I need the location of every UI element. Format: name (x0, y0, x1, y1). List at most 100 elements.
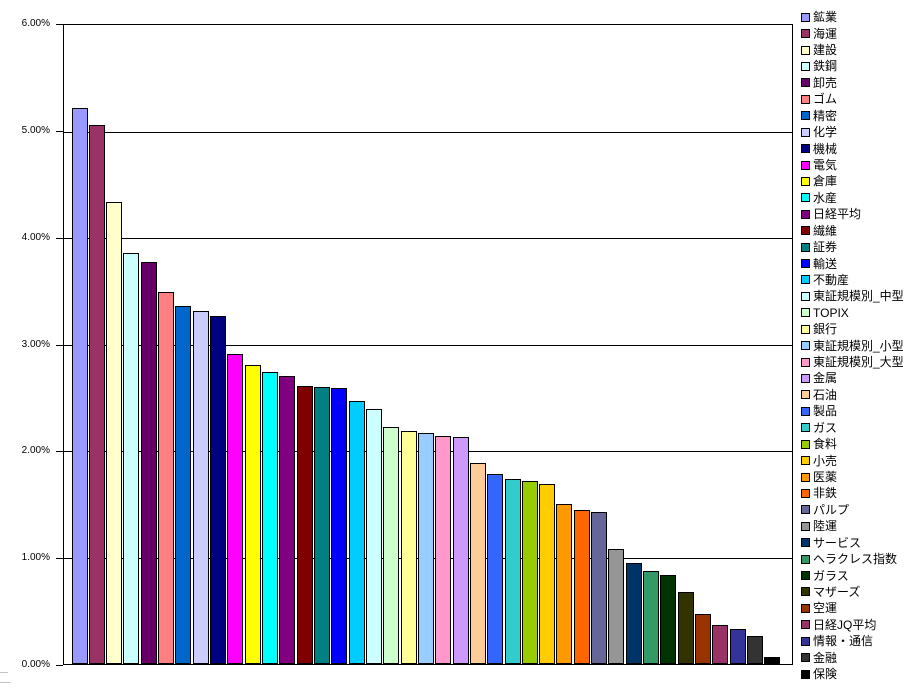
legend-item-空運[interactable]: 空運 (801, 600, 904, 616)
legend-item-パルプ[interactable]: パルプ (801, 502, 904, 518)
legend-item-金融[interactable]: 金融 (801, 649, 904, 665)
legend-swatch-icon (801, 571, 810, 581)
bar-保険[interactable] (764, 657, 780, 664)
legend-label: ヘラクレス指数 (813, 552, 898, 567)
bar-水産[interactable] (262, 372, 278, 664)
legend-item-保険[interactable]: 保険 (801, 666, 904, 682)
legend-swatch-icon (801, 669, 810, 679)
bar-鉱業[interactable] (72, 108, 88, 664)
legend-swatch-icon (801, 291, 810, 301)
legend-label: 証券 (813, 240, 838, 255)
bar-サービス[interactable] (626, 563, 642, 664)
legend-label: ガラス (813, 568, 849, 583)
bar-電気[interactable] (227, 354, 243, 664)
legend-item-銀行[interactable]: 銀行 (801, 321, 904, 337)
legend-item-輸送[interactable]: 輸送 (801, 255, 904, 271)
legend-item-東証規模別_大型[interactable]: 東証規模別_大型 (801, 354, 904, 370)
legend-item-倉庫[interactable]: 倉庫 (801, 173, 904, 189)
legend-item-東証規模別_中型[interactable]: 東証規模別_中型 (801, 288, 904, 304)
bar-証券[interactable] (314, 387, 330, 664)
bar-倉庫[interactable] (245, 365, 261, 664)
bar-鉄鋼[interactable] (123, 253, 139, 664)
legend-item-精密[interactable]: 精密 (801, 108, 904, 124)
legend-label: 保険 (813, 667, 838, 682)
bar-金属[interactable] (453, 437, 469, 664)
bar-化学[interactable] (193, 311, 209, 664)
legend-label: 不動産 (813, 272, 850, 287)
bar-ゴム[interactable] (158, 292, 174, 664)
legend-swatch-icon (801, 423, 810, 433)
legend-label: 非鉄 (813, 486, 838, 501)
legend-item-サービス[interactable]: サービス (801, 535, 904, 551)
bar-銀行[interactable] (401, 431, 417, 664)
bar-輸送[interactable] (331, 388, 347, 664)
bar-日経JQ平均[interactable] (712, 625, 728, 664)
bar-金融[interactable] (747, 636, 763, 664)
bar-情報・通信[interactable] (730, 629, 746, 664)
legend-item-陸運[interactable]: 陸運 (801, 518, 904, 534)
legend-swatch-icon (801, 226, 810, 236)
legend-item-製品[interactable]: 製品 (801, 403, 904, 419)
bar-ガス[interactable] (505, 479, 521, 664)
bar-ヘラクレス指数[interactable] (643, 571, 659, 664)
bar-食料[interactable] (522, 481, 538, 664)
legend-item-ヘラクレス指数[interactable]: ヘラクレス指数 (801, 551, 904, 567)
legend-item-東証規模別_小型[interactable]: 東証規模別_小型 (801, 337, 904, 353)
legend-item-水産[interactable]: 水産 (801, 190, 904, 206)
legend-item-TOPIX[interactable]: TOPIX (801, 305, 904, 321)
legend-item-非鉄[interactable]: 非鉄 (801, 485, 904, 501)
y-axis-label: 4.00% (21, 232, 50, 243)
bar-医薬[interactable] (556, 504, 572, 664)
legend-item-化学[interactable]: 化学 (801, 124, 904, 140)
legend-item-食料[interactable]: 食料 (801, 436, 904, 452)
bar-TOPIX[interactable] (383, 427, 399, 664)
legend-item-ゴム[interactable]: ゴム (801, 91, 904, 107)
plot-area (63, 24, 793, 665)
bar-建設[interactable] (106, 202, 122, 664)
legend-item-石油[interactable]: 石油 (801, 387, 904, 403)
legend-item-情報・通信[interactable]: 情報・通信 (801, 633, 904, 649)
legend-item-機械[interactable]: 機械 (801, 140, 904, 156)
bar-非鉄[interactable] (574, 510, 590, 664)
bar-パルプ[interactable] (591, 512, 607, 664)
bar-海運[interactable] (89, 125, 105, 664)
legend-item-鉱業[interactable]: 鉱業 (801, 9, 904, 25)
bar-東証規模別_大型[interactable] (435, 436, 451, 664)
legend-item-不動産[interactable]: 不動産 (801, 272, 904, 288)
bar-石油[interactable] (470, 463, 486, 664)
bar-小売[interactable] (539, 484, 555, 664)
bar-東証規模別_小型[interactable] (418, 433, 434, 664)
legend: 鉱業 海運 建設 鉄鋼 卸売 ゴム 精密 化学 機械 電気 倉庫 水産 日経平均 繊維 証券 輸送 不動産 東証規… (801, 9, 904, 682)
legend-item-ガス[interactable]: ガス (801, 420, 904, 436)
bar-マザーズ[interactable] (678, 592, 694, 664)
legend-item-日経平均[interactable]: 日経平均 (801, 206, 904, 222)
legend-swatch-icon (801, 373, 810, 383)
legend-item-繊維[interactable]: 繊維 (801, 222, 904, 238)
bar-機械[interactable] (210, 316, 226, 664)
legend-item-海運[interactable]: 海運 (801, 25, 904, 41)
legend-item-電気[interactable]: 電気 (801, 157, 904, 173)
legend-item-医薬[interactable]: 医薬 (801, 469, 904, 485)
legend-label: 卸売 (813, 75, 838, 90)
legend-item-小売[interactable]: 小売 (801, 452, 904, 468)
legend-item-証券[interactable]: 証券 (801, 239, 904, 255)
legend-item-建設[interactable]: 建設 (801, 42, 904, 58)
legend-label: 医薬 (813, 470, 838, 485)
legend-item-マザーズ[interactable]: マザーズ (801, 584, 904, 600)
bar-ガラス[interactable] (660, 575, 676, 664)
bar-日経平均[interactable] (279, 376, 295, 664)
legend-item-卸売[interactable]: 卸売 (801, 75, 904, 91)
legend-item-鉄鋼[interactable]: 鉄鋼 (801, 58, 904, 74)
bar-精密[interactable] (175, 306, 191, 664)
bar-卸売[interactable] (141, 262, 157, 664)
legend-item-日経JQ平均[interactable]: 日経JQ平均 (801, 617, 904, 633)
bar-空運[interactable] (695, 614, 711, 664)
legend-swatch-icon (801, 176, 810, 186)
bar-製品[interactable] (487, 474, 503, 664)
legend-item-ガラス[interactable]: ガラス (801, 567, 904, 583)
bar-陸運[interactable] (608, 549, 624, 664)
bar-東証規模別_中型[interactable] (366, 409, 382, 664)
bar-不動産[interactable] (349, 401, 365, 664)
legend-item-金属[interactable]: 金属 (801, 370, 904, 386)
bar-繊維[interactable] (297, 386, 313, 664)
